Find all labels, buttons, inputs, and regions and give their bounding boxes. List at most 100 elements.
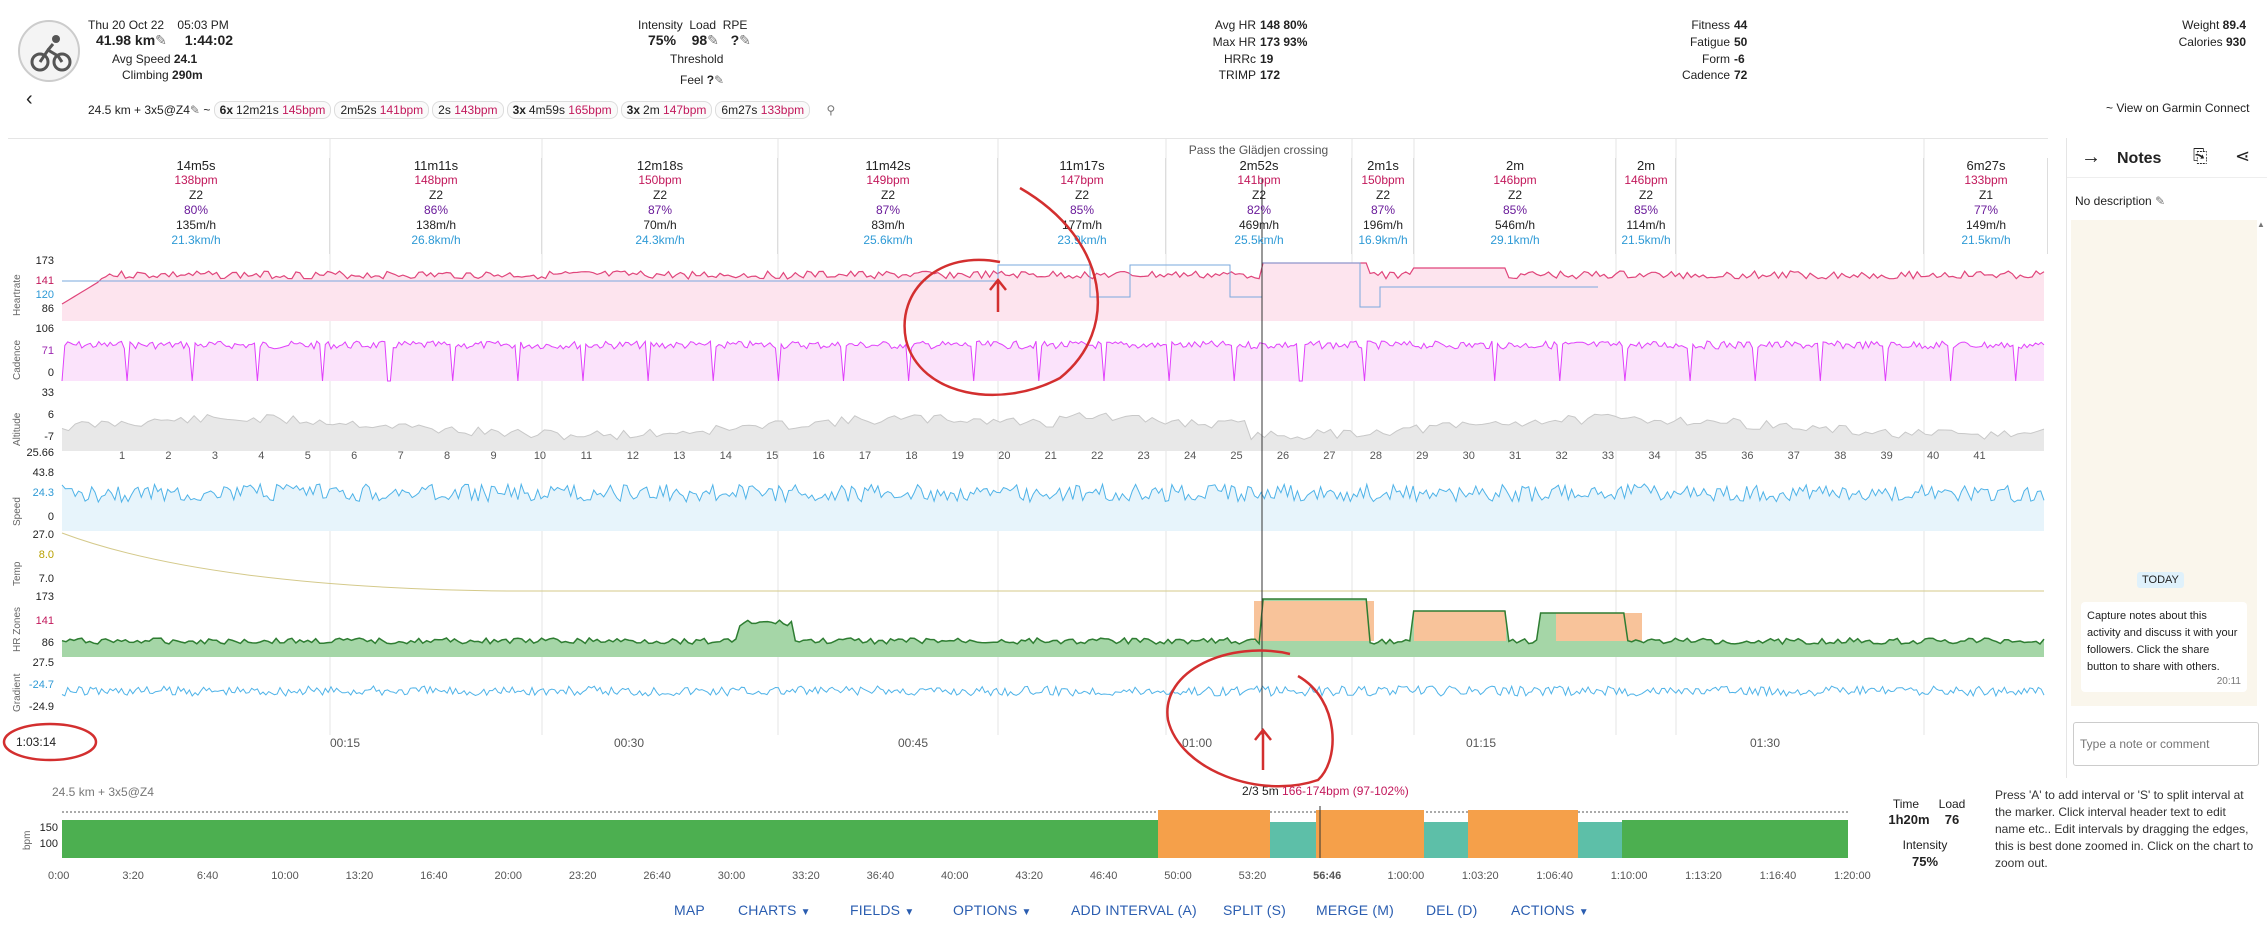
lap-marker[interactable]: 41 [1973,450,1986,462]
split-button[interactable]: SPLIT (S) [1223,902,1287,918]
interval-chip[interactable]: 6x 12m21s 145bpm [213,101,332,119]
share-icon[interactable]: ⋖ [2235,146,2251,166]
lap-marker[interactable]: 15 [766,450,779,462]
lap-marker[interactable]: 19 [951,450,965,462]
interval-title[interactable]: Pass the Glädjen crossing [1188,143,1329,157]
lap-marker[interactable]: 18 [905,450,918,462]
interval-hr: 149bpm [866,173,910,187]
interval-chip[interactable]: 3x 4m59s 165bpm [506,101,618,119]
lap-marker[interactable]: 11 [580,450,593,462]
interval-strip[interactable] [62,806,1848,866]
lap-marker[interactable]: 14 [719,450,732,462]
lap-marker[interactable]: 23 [1137,450,1150,462]
search-icon[interactable]: ⚲ [826,103,836,117]
edit-icon[interactable]: ✎ [189,103,200,117]
avg-speed-value: 24.1 [173,52,198,66]
strip-x-tick: 10:00 [271,870,299,882]
interval-header[interactable]: 2m52s 141bpm Z2 82% 469m/h 25.5km/h Pass the G… [1166,143,1352,254]
lap-marker[interactable]: 5 [304,450,311,462]
lap-marker[interactable]: 40 [1926,450,1940,462]
interval-header[interactable]: 12m18s 150bpm Z2 87% 70m/h 24.3km/h [542,158,778,254]
interval-chip[interactable]: 2s 143bpm [432,101,504,119]
actions-button[interactable]: ACTIONS [1511,902,1575,918]
lap-marker[interactable]: 10 [533,450,547,462]
interval-header[interactable]: 6m27s 133bpm Z1 77% 149m/h 21.5km/h [1924,158,2048,254]
interval-header[interactable]: 14m5s 138bpm Z2 80% 135m/h 21.3km/h [62,158,330,254]
lap-marker[interactable]: 21 [1044,450,1057,462]
lap-marker[interactable]: 8 [444,450,451,462]
add-interval-button[interactable]: ADD INTERVAL (A) [1071,902,1197,918]
lap-marker[interactable]: 22 [1091,450,1104,462]
interval-climb: 196m/h [1362,218,1404,232]
interval-chip[interactable]: 3x 2m 147bpm [620,101,713,119]
lap-marker[interactable]: 38 [1834,450,1847,462]
feel-value[interactable]: ? [706,73,715,87]
distance-value[interactable]: 41.98 km [96,32,156,48]
lap-marker[interactable]: 12 [626,450,639,462]
strip-x-tick: 40:00 [941,870,969,882]
interval-header[interactable] [1676,158,1924,254]
options-button[interactable]: OPTIONS [953,902,1018,918]
edit-icon[interactable]: ✎ [155,32,167,48]
interval-header[interactable]: 2m1s 150bpm Z2 87% 196m/h 16.9km/h [1352,158,1414,254]
lap-marker[interactable]: 33 [1601,450,1615,462]
lap-marker[interactable]: 6 [351,450,358,462]
lap-marker[interactable]: 29 [1416,450,1429,462]
lap-marker[interactable]: 7 [397,450,404,462]
interval-header[interactable]: 11m11s 148bpm Z2 86% 138m/h 26.8km/h [330,158,542,254]
attachment-icon[interactable]: ⎘ [2193,146,2208,166]
edit-icon[interactable]: ✎ [739,32,751,48]
altitude-axis-label: Altitude [12,412,23,446]
interval-pct: 86% [423,203,449,217]
interval-header-content: 2m52s 141bpm Z2 82% 469m/h 25.5km/h [1199,158,1319,248]
lap-marker[interactable]: 2 [165,450,172,462]
lap-marker[interactable]: 26 [1276,450,1290,462]
lap-marker[interactable]: 35 [1694,450,1708,462]
arrow-right-icon[interactable]: → [2081,146,2101,168]
lap-marker[interactable]: 20 [998,450,1011,462]
lap-marker[interactable]: 13 [673,450,686,462]
hrzone-high [1414,611,1506,641]
merge-button[interactable]: MERGE (M) [1316,902,1395,918]
note-input[interactable] [2073,722,2259,766]
activity-avatar[interactable] [18,20,80,82]
delete-button[interactable]: DEL (D) [1426,902,1478,918]
scrollbar[interactable]: ▲ [2257,220,2265,229]
map-button[interactable]: MAP [674,902,705,918]
lap-marker[interactable]: 1 [118,450,126,462]
lap-marker[interactable]: 31 [1509,450,1522,462]
back-button[interactable]: ‹ [26,88,33,110]
charts-button[interactable]: CHARTS [738,902,797,918]
edit-icon[interactable]: ✎ [714,73,725,87]
rpe-value[interactable]: ? [730,32,740,48]
lap-marker[interactable]: 39 [1880,450,1893,462]
lap-marker[interactable]: 25 [1230,450,1243,462]
lap-marker[interactable]: 27 [1323,450,1336,462]
lap-marker[interactable]: 3 [211,450,218,462]
edit-icon[interactable]: ✎ [2155,194,2166,208]
lap-marker[interactable]: 32 [1555,450,1568,462]
lap-marker[interactable]: 24 [1183,450,1197,462]
interval-chip[interactable]: 6m27s 133bpm [715,101,811,119]
lap-marker[interactable]: 37 [1787,450,1800,462]
interval-header[interactable]: 11m17s 147bpm Z2 85% 177m/h 23.9km/h [998,158,1166,254]
lap-marker[interactable]: 4 [258,450,265,462]
speed-tick: 43.8 [32,467,54,479]
lap-marker[interactable]: 28 [1369,450,1382,462]
interval-chip[interactable]: 2m52s 141bpm [334,101,430,119]
garmin-link[interactable]: ~ View on Garmin Connect [2106,101,2250,115]
lap-marker[interactable]: 34 [1648,450,1661,462]
interval-header[interactable]: 2m 146bpm Z2 85% 114m/h 21.5km/h [1616,158,1676,254]
interval-header[interactable]: 11m42s 149bpm Z2 87% 83m/h 25.6km/h [778,158,998,254]
lap-marker[interactable]: 16 [812,450,825,462]
lap-marker[interactable]: 30 [1462,450,1475,462]
interval-header[interactable]: 2m 146bpm Z2 85% 546m/h 29.1km/h [1414,158,1616,254]
lap-marker[interactable]: 9 [490,450,497,462]
fields-button[interactable]: FIELDS [850,902,901,918]
lap-marker[interactable]: 17 [858,450,872,462]
notes-feed[interactable]: TODAY Capture notes about this activity … [2071,220,2257,706]
workout-name[interactable]: 24.5 km + 3x5@Z4 [88,103,190,117]
edit-icon[interactable]: ✎ [707,32,719,48]
no-description[interactable]: No description [2075,194,2152,208]
lap-marker[interactable]: 36 [1741,450,1754,462]
